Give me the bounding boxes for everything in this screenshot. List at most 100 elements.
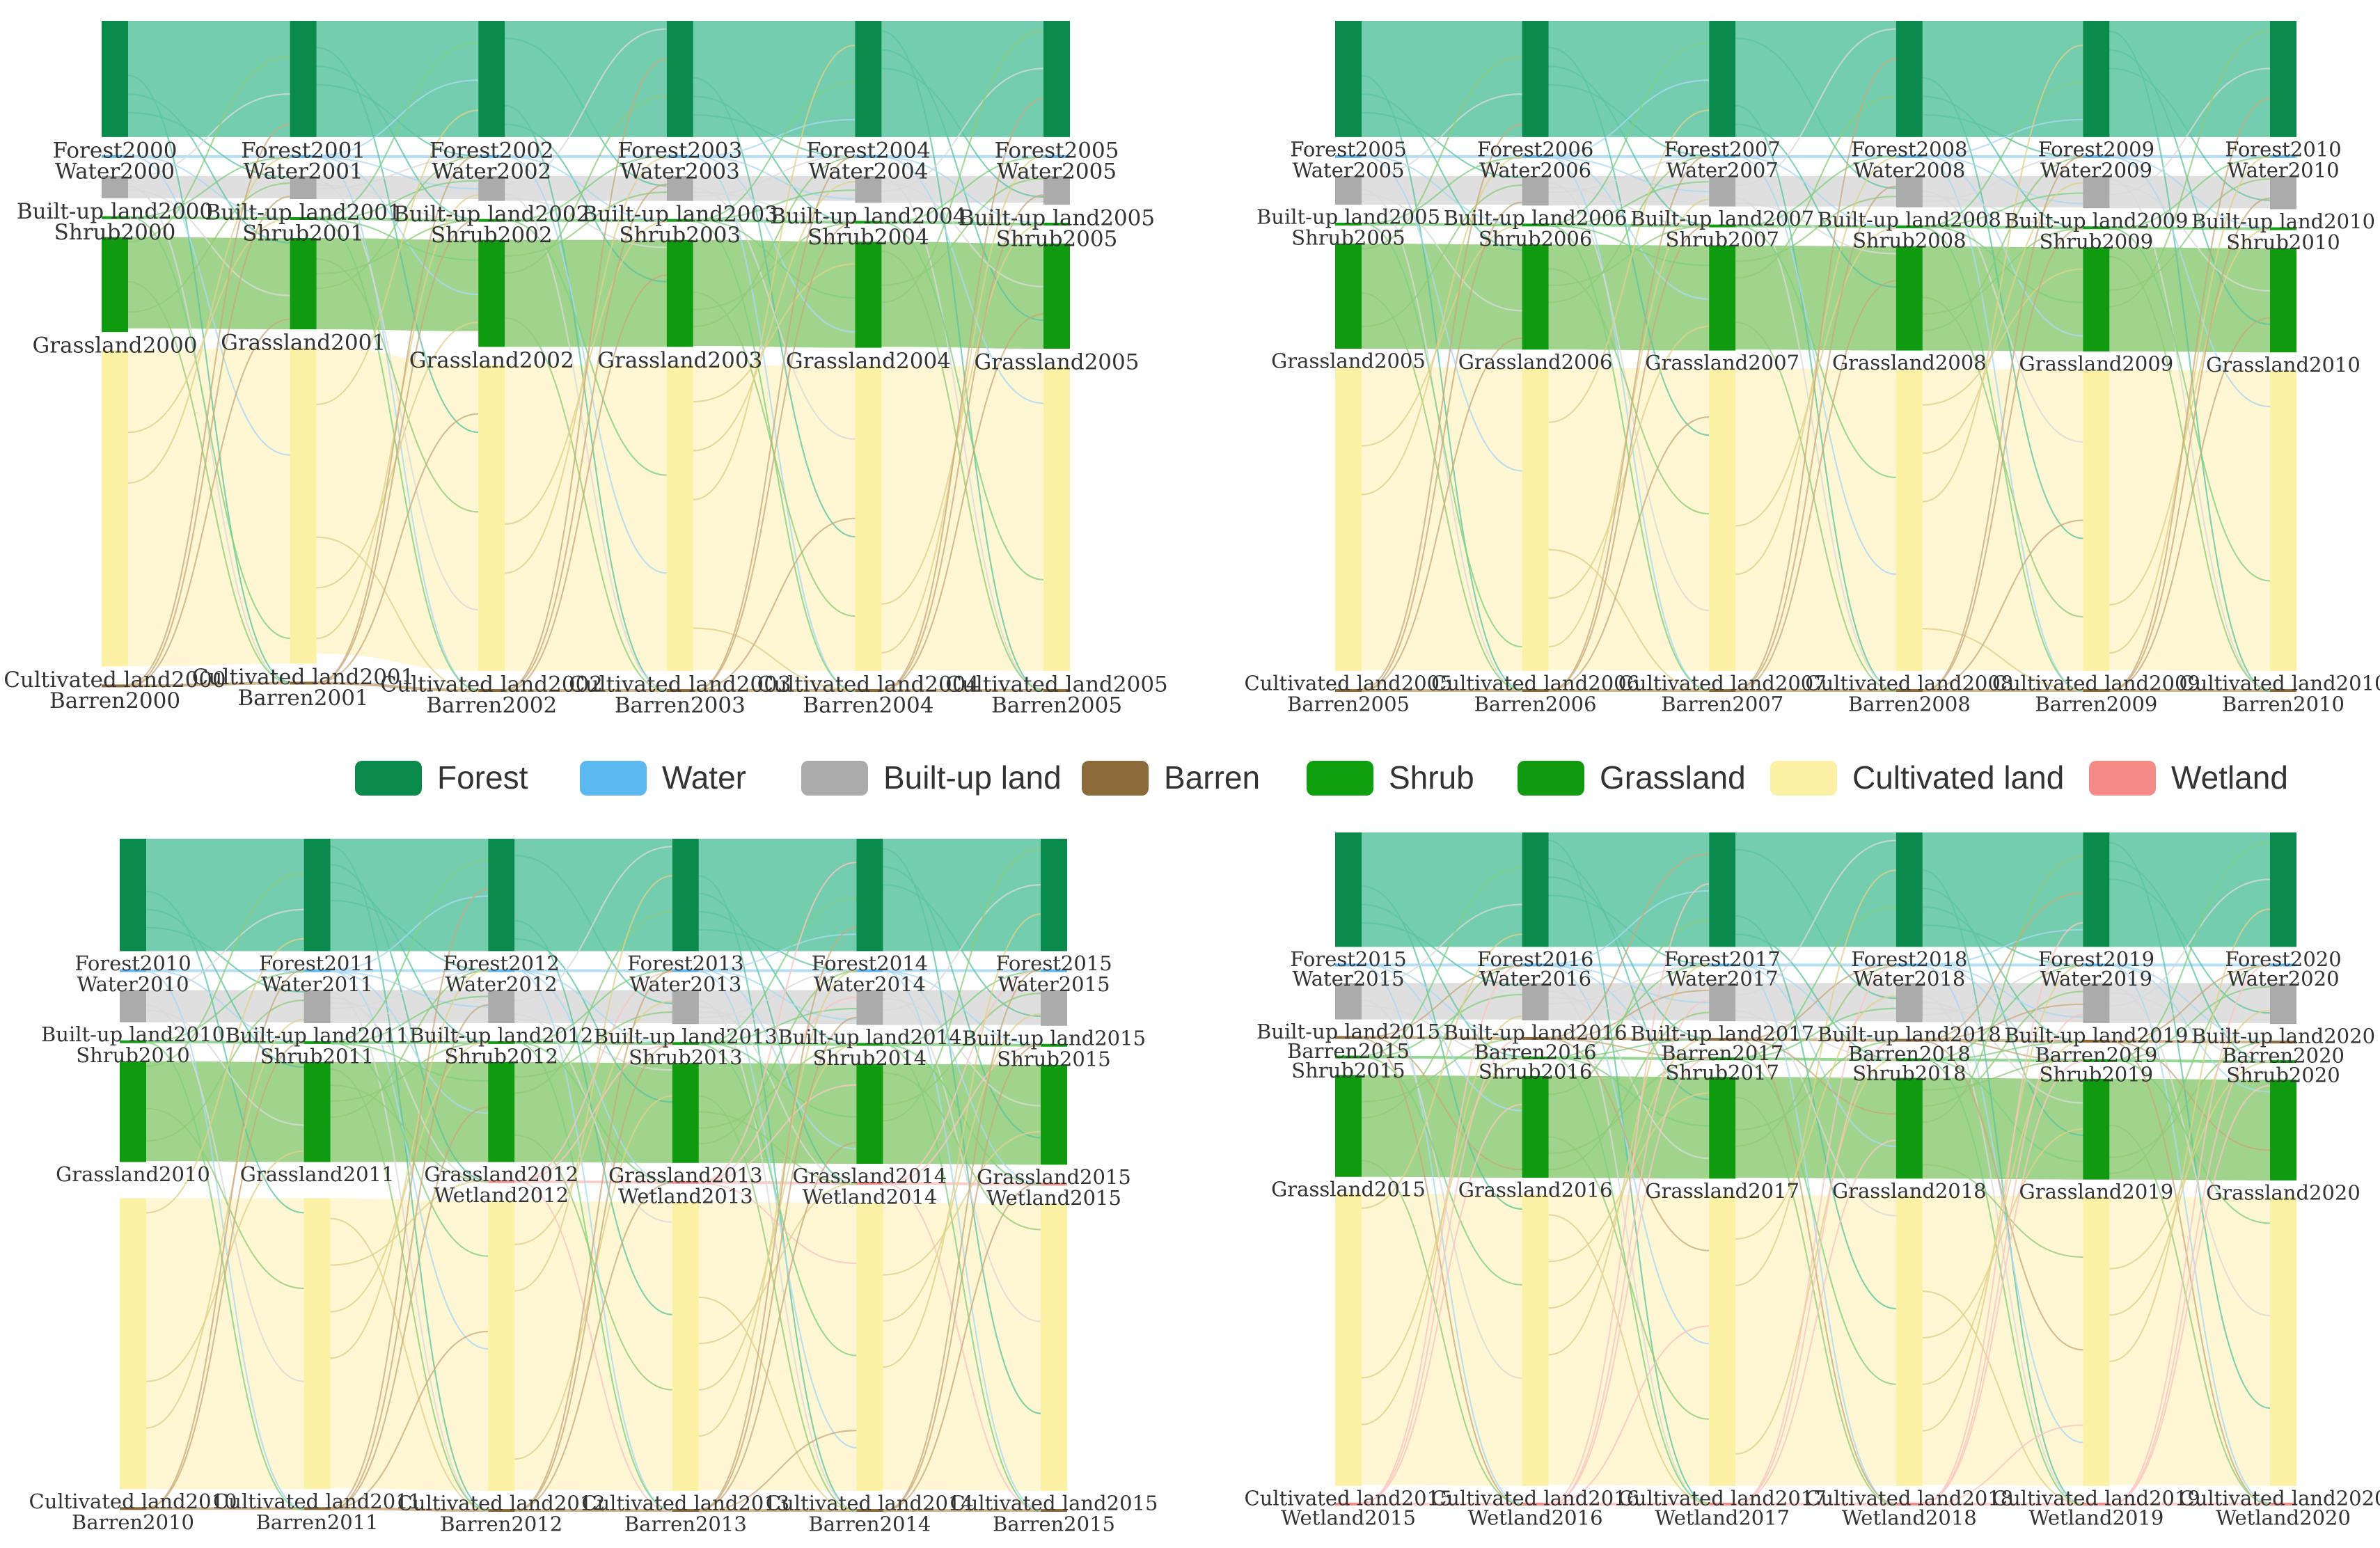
flow-built-up-land-to-cultivated-land-2010 — [145, 1004, 304, 1382]
node-label-cultivated-land-2017: Cultivated land2017 — [1618, 1486, 1827, 1510]
node-shrub-2006 — [1522, 223, 1549, 227]
legend-swatch-water — [580, 761, 647, 796]
flow-shrub-to-water-2010 — [145, 971, 304, 1043]
node-cultivated-land-2006 — [1522, 368, 1549, 672]
flow-forest-to-cultivated-land-2019 — [2109, 842, 2271, 1409]
flow-grassland-to-forest-2016 — [1548, 919, 1710, 1096]
node-cultivated-land-2017 — [1709, 1195, 1736, 1486]
flow-cultivated-land-to-grassland-2010 — [145, 1150, 304, 1382]
flow-grassland-to-forest-2005 — [1361, 56, 1522, 250]
flow-barren-to-forest-2007 — [1735, 58, 1896, 691]
flow-grassland-to-water-2001 — [316, 155, 479, 290]
node-built-up-land-2018 — [1896, 983, 1923, 1022]
link-barren-2010-2011 — [146, 1507, 304, 1510]
flow-barren-to-grassland-2005 — [1361, 337, 1522, 692]
node-built-up-land-2013 — [672, 990, 699, 1025]
node-forest-2015 — [1335, 832, 1362, 947]
node-label-built-up-land-2020: Built-up land2020 — [2191, 1025, 2375, 1048]
link-water-2009-2010 — [2109, 155, 2270, 158]
node-label-cultivated-land-2005: Cultivated land2005 — [1245, 672, 1453, 695]
flow-barren-to-water-2017 — [1735, 963, 1896, 1041]
node-label-cultivated-land-2014: Cultivated land2014 — [766, 1492, 974, 1515]
legend-swatch-grassland — [1518, 761, 1584, 796]
link-cultivated-land-2019-2020 — [2109, 1196, 2270, 1486]
link-grassland-2011-2012 — [330, 1061, 489, 1162]
node-barren-2008 — [1896, 689, 1923, 693]
link-forest-2011-2012 — [330, 839, 489, 951]
node-built-up-land-2020 — [2270, 983, 2296, 1025]
node-barren-2015 — [1335, 1036, 1362, 1039]
node-label-grassland-2008: Grassland2008 — [1832, 351, 1987, 374]
link-built-up-land-2006-2007 — [1548, 175, 1710, 206]
flow-shrub-to-forest-2001 — [316, 42, 479, 219]
flow-wetland-to-shrub-2016 — [1548, 1057, 1710, 1506]
node-label-forest-2000: Forest2000 — [53, 138, 178, 163]
flow-built-up-land-to-barren-2002 — [505, 193, 667, 690]
flow-barren-to-cultivated-land-2013 — [698, 1429, 857, 1513]
flow-water-to-forest-2011 — [330, 895, 489, 971]
node-label-cultivated-land-2004: Cultivated land2004 — [757, 672, 980, 697]
flow-barren-to-forest-2005 — [1361, 123, 1522, 690]
node-label-built-up-land-2018: Built-up land2018 — [1818, 1022, 2001, 1046]
flow-shrub-to-water-2004 — [881, 156, 1044, 225]
link-forest-2002-2003 — [505, 21, 667, 137]
node-forest-2020 — [2270, 832, 2296, 947]
flow-cultivated-land-to-wetland-2018 — [1922, 1290, 2083, 1505]
link-cultivated-land-2004-2005 — [881, 365, 1043, 672]
link-grassland-2000-2001 — [128, 237, 290, 330]
node-water-2004 — [855, 155, 882, 158]
link-wetland-2012-2013 — [514, 1180, 672, 1184]
legend-item-barren: Barren — [1082, 759, 1260, 796]
flow-wetland-to-water-2014 — [883, 969, 1041, 1185]
node-label-grassland-2003: Grassland2003 — [597, 348, 762, 373]
flow-grassland-to-water-2008 — [1922, 157, 2083, 332]
link-shrub-2008-2009 — [1922, 225, 2083, 230]
node-label-barren-2019: Barren2019 — [2035, 1043, 2157, 1066]
flow-forest-to-barren-2009 — [2109, 30, 2271, 693]
link-shrub-2002-2003 — [505, 219, 667, 222]
node-grassland-2008 — [1896, 246, 1923, 351]
link-grassland-2009-2010 — [2109, 247, 2270, 353]
links — [1361, 21, 2271, 693]
flow-cultivated-land-to-grassland-2016 — [1548, 1092, 1710, 1263]
flow-wetland-to-barren-2015 — [1361, 1036, 1522, 1505]
flow-barren-to-built-up-land-2005 — [1361, 201, 1522, 693]
node-grassland-2005 — [1043, 243, 1070, 349]
node-shrub-2010 — [2270, 227, 2296, 230]
link-forest-2001-2002 — [316, 21, 479, 137]
node-forest-2016 — [1522, 832, 1549, 947]
node-label-shrub-2018: Shrub2018 — [1852, 1061, 1966, 1085]
node-water-2005 — [1335, 155, 1362, 158]
flow-forest-to-grassland-2010 — [145, 908, 304, 1068]
flow-grassland-to-forest-2000 — [127, 56, 290, 243]
flow-forest-to-water-2013 — [698, 929, 857, 972]
flow-wetland-to-shrub-2012 — [514, 1043, 672, 1183]
node-label-barren-2018: Barren2018 — [1848, 1042, 1971, 1066]
node-cultivated-land-2015 — [1335, 1193, 1362, 1486]
flow-shrub-to-grassland-2011 — [330, 1042, 489, 1082]
flow-forest-to-grassland-2000 — [127, 93, 290, 244]
node-label-cultivated-land-2006: Cultivated land2006 — [1431, 672, 1639, 695]
flow-forest-to-built-up-land-2012 — [514, 855, 672, 1004]
flow-cultivated-land-to-grassland-2008 — [1922, 268, 2083, 406]
node-cultivated-land-2007 — [1709, 368, 1736, 672]
flow-wetland-to-forest-2016 — [1548, 883, 1710, 1504]
flow-cultivated-land-to-shrub-2000 — [127, 218, 290, 434]
nodes — [102, 21, 1070, 693]
node-label-water-2005: Water2005 — [997, 159, 1117, 184]
node-label-shrub-2016: Shrub2016 — [1479, 1059, 1592, 1083]
node-label-grassland-2004: Grassland2004 — [786, 349, 951, 374]
node-forest-2005 — [1043, 21, 1070, 137]
link-shrub-2016-2017 — [1548, 1056, 1710, 1061]
node-forest-2010 — [120, 839, 146, 951]
flow-forest-to-water-2001 — [316, 84, 479, 157]
node-grassland-2019 — [2083, 1078, 2110, 1180]
link-shrub-2018-2019 — [1922, 1058, 2083, 1062]
flow-grassland-to-built-up-land-2018 — [1922, 990, 2083, 1107]
flow-cultivated-land-to-water-2016 — [1548, 963, 1710, 1356]
node-cultivated-land-2005 — [1043, 366, 1070, 672]
node-barren-2002 — [478, 689, 505, 693]
flow-grassland-to-forest-2010 — [145, 872, 304, 1067]
flow-built-up-land-to-wetland-2013 — [698, 1006, 857, 1184]
node-built-up-land-2016 — [1522, 983, 1549, 1020]
